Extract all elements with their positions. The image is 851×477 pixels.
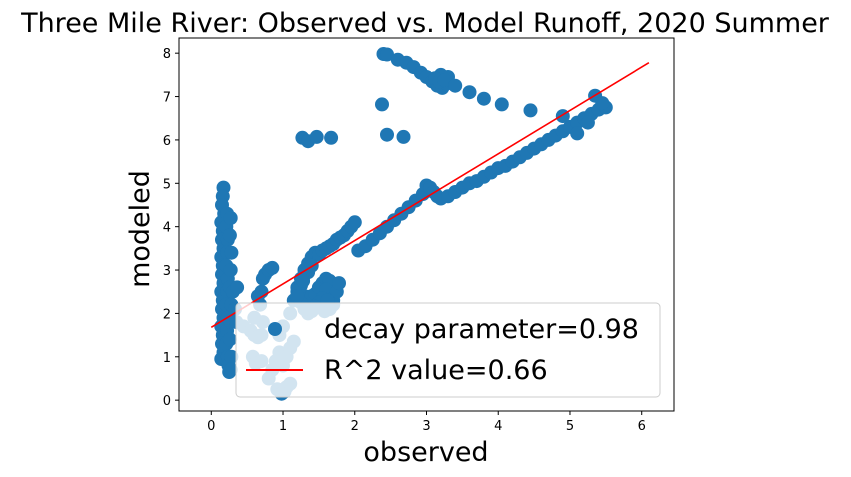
x-tick-label: 0 bbox=[207, 419, 215, 434]
scatter-point bbox=[595, 96, 610, 111]
scatter-point bbox=[396, 129, 411, 144]
scatter-point bbox=[347, 215, 362, 230]
y-tick-label: 6 bbox=[163, 134, 171, 149]
y-tick-label: 7 bbox=[163, 91, 171, 106]
scatter-point bbox=[290, 289, 305, 304]
x-tick-label: 3 bbox=[422, 419, 430, 434]
x-axis-label: observed bbox=[363, 437, 488, 468]
y-axis-ticks: 0 1 2 3 4 5 6 7 8 bbox=[163, 47, 179, 409]
legend-box bbox=[235, 302, 661, 398]
scatter-point bbox=[332, 276, 346, 291]
scatter-point bbox=[494, 97, 509, 112]
scatter-point bbox=[375, 97, 389, 112]
scatter-point bbox=[437, 73, 452, 88]
scatter-point bbox=[222, 228, 237, 243]
scatter-point bbox=[223, 263, 238, 277]
scatter-point bbox=[250, 289, 265, 304]
scatter-point bbox=[462, 85, 477, 100]
legend-marker-scatter bbox=[268, 322, 282, 336]
scatter-point bbox=[265, 260, 280, 275]
y-tick-label: 0 bbox=[163, 394, 171, 409]
scatter-point bbox=[448, 78, 463, 93]
scatter-point bbox=[523, 103, 538, 118]
scatter-point bbox=[309, 129, 324, 144]
chart-title: Three Mile River: Observed vs. Model Run… bbox=[20, 8, 830, 39]
x-tick-label: 4 bbox=[494, 419, 502, 434]
scatter-point bbox=[476, 91, 491, 106]
y-tick-label: 3 bbox=[163, 264, 171, 279]
scatter-point bbox=[222, 332, 237, 347]
legend-label-scatter: decay parameter=0.98 bbox=[324, 314, 639, 345]
y-tick-label: 4 bbox=[163, 221, 171, 236]
scatter-point bbox=[230, 280, 245, 295]
fit-line bbox=[210, 62, 650, 328]
scatter-point bbox=[296, 273, 311, 288]
y-tick-label: 8 bbox=[163, 47, 171, 62]
scatter-point bbox=[380, 47, 394, 62]
scatter-point bbox=[224, 349, 239, 364]
legend-label-line: R^2 value=0.66 bbox=[324, 355, 548, 386]
x-tick-label: 6 bbox=[638, 419, 646, 434]
y-tick-label: 2 bbox=[163, 307, 171, 322]
scatter-point bbox=[224, 245, 239, 260]
scatter-point bbox=[324, 130, 339, 145]
scatter-point bbox=[223, 211, 238, 225]
x-tick-label: 2 bbox=[351, 419, 359, 434]
legend: decay parameter=0.98 R^2 value=0.66 bbox=[235, 302, 661, 398]
fit-line-layer bbox=[210, 62, 650, 328]
x-tick-label: 1 bbox=[279, 419, 287, 434]
scatter-point bbox=[580, 115, 595, 130]
x-axis-ticks: 0 1 2 3 4 5 6 bbox=[207, 411, 646, 434]
x-tick-label: 5 bbox=[566, 419, 574, 434]
y-axis-label: modeled bbox=[125, 170, 156, 288]
scatter-point bbox=[380, 127, 394, 142]
y-tick-label: 5 bbox=[163, 177, 171, 192]
y-tick-label: 1 bbox=[163, 351, 171, 366]
scatter-point bbox=[570, 126, 585, 141]
scatter-point bbox=[223, 362, 238, 377]
